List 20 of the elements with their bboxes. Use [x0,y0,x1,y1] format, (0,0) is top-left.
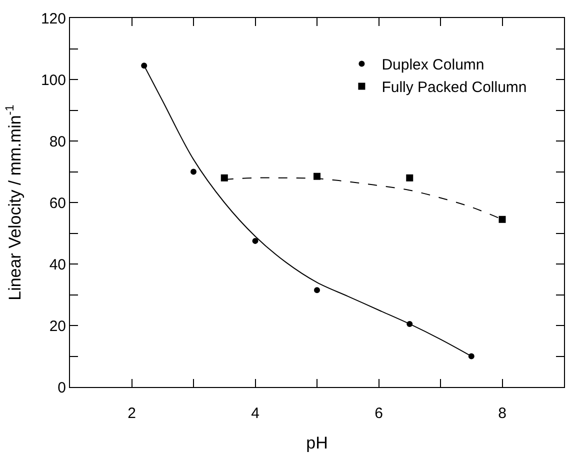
y-tick-label: 120 [40,10,66,28]
point [252,238,258,244]
y-tick-label: 40 [49,256,66,274]
point [314,287,320,294]
x-tick-label: 2 [128,405,136,422]
point [190,168,196,175]
point [498,216,506,223]
x-axis-title: pH [306,433,328,452]
point [220,174,228,182]
y-tick-label: 20 [49,318,66,335]
x-tick-label: 8 [498,405,506,422]
point [406,174,414,182]
y-tick-label: 60 [49,194,66,212]
x-tick-label: 4 [251,405,260,422]
legend-label: Duplex Column [382,56,484,74]
y-tick-label: 100 [40,72,66,89]
x-tick-label: 6 [374,405,383,422]
y-tick-label: 0 [58,379,66,396]
y-tick-label: 80 [49,133,66,150]
legend-label: Fully Packed Collumn [382,79,527,96]
